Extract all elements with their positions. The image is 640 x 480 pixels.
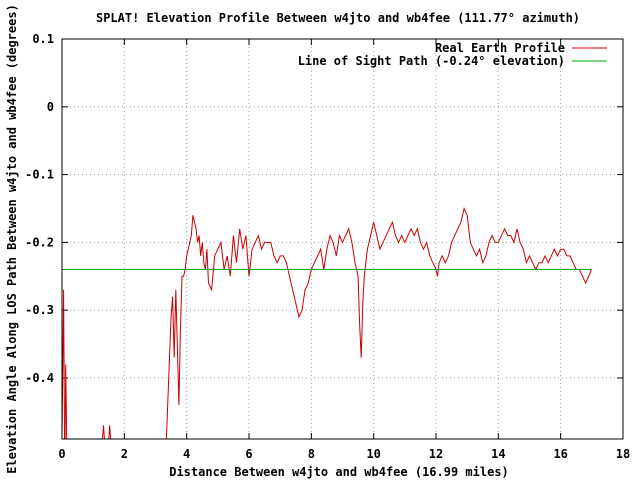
series-line: [64, 364, 68, 440]
plot-frame: [61, 38, 624, 440]
y-tick-label: -0.2: [25, 235, 54, 249]
legend-label: Real Earth Profile: [435, 41, 565, 55]
y-tick-label: 0: [47, 100, 54, 114]
data-series: [61, 206, 592, 440]
x-tick-label: 16: [553, 447, 567, 461]
series-line: [61, 289, 65, 440]
y-axis-label: Elevation Angle Along LOS Path Between w…: [5, 4, 19, 474]
series-real-earth-profile: [61, 206, 592, 440]
y-tick-label: -0.4: [25, 371, 54, 385]
x-tick-label: 2: [121, 447, 128, 461]
chart-title: SPLAT! Elevation Profile Between w4jto a…: [96, 11, 580, 25]
x-tick-label: 6: [245, 447, 252, 461]
x-tick-label: 12: [429, 447, 443, 461]
y-tick-label: 0.1: [32, 32, 54, 46]
series-line: [102, 425, 105, 440]
x-tick-label: 4: [183, 447, 190, 461]
x-axis-label: Distance Between w4jto and wb4fee (16.99…: [169, 465, 509, 479]
series-line: [165, 206, 592, 440]
x-tick-label: 8: [308, 447, 315, 461]
x-tick-label: 10: [366, 447, 380, 461]
series-line: [108, 425, 112, 440]
y-tick-label: -0.3: [25, 303, 54, 317]
legend-label: Line of Sight Path (-0.24° elevation): [298, 54, 565, 68]
grid-lines: [62, 39, 623, 439]
x-tick-label: 0: [58, 447, 65, 461]
x-tick-label: 14: [491, 447, 505, 461]
y-tick-label: -0.1: [25, 168, 54, 182]
axis-ticks: 0 2 4 6 8 10 12 14 16 18 0.1 0 -0.1 -0.2 -0.3 -0.4: [25, 32, 630, 461]
x-tick-label: 18: [616, 447, 630, 461]
